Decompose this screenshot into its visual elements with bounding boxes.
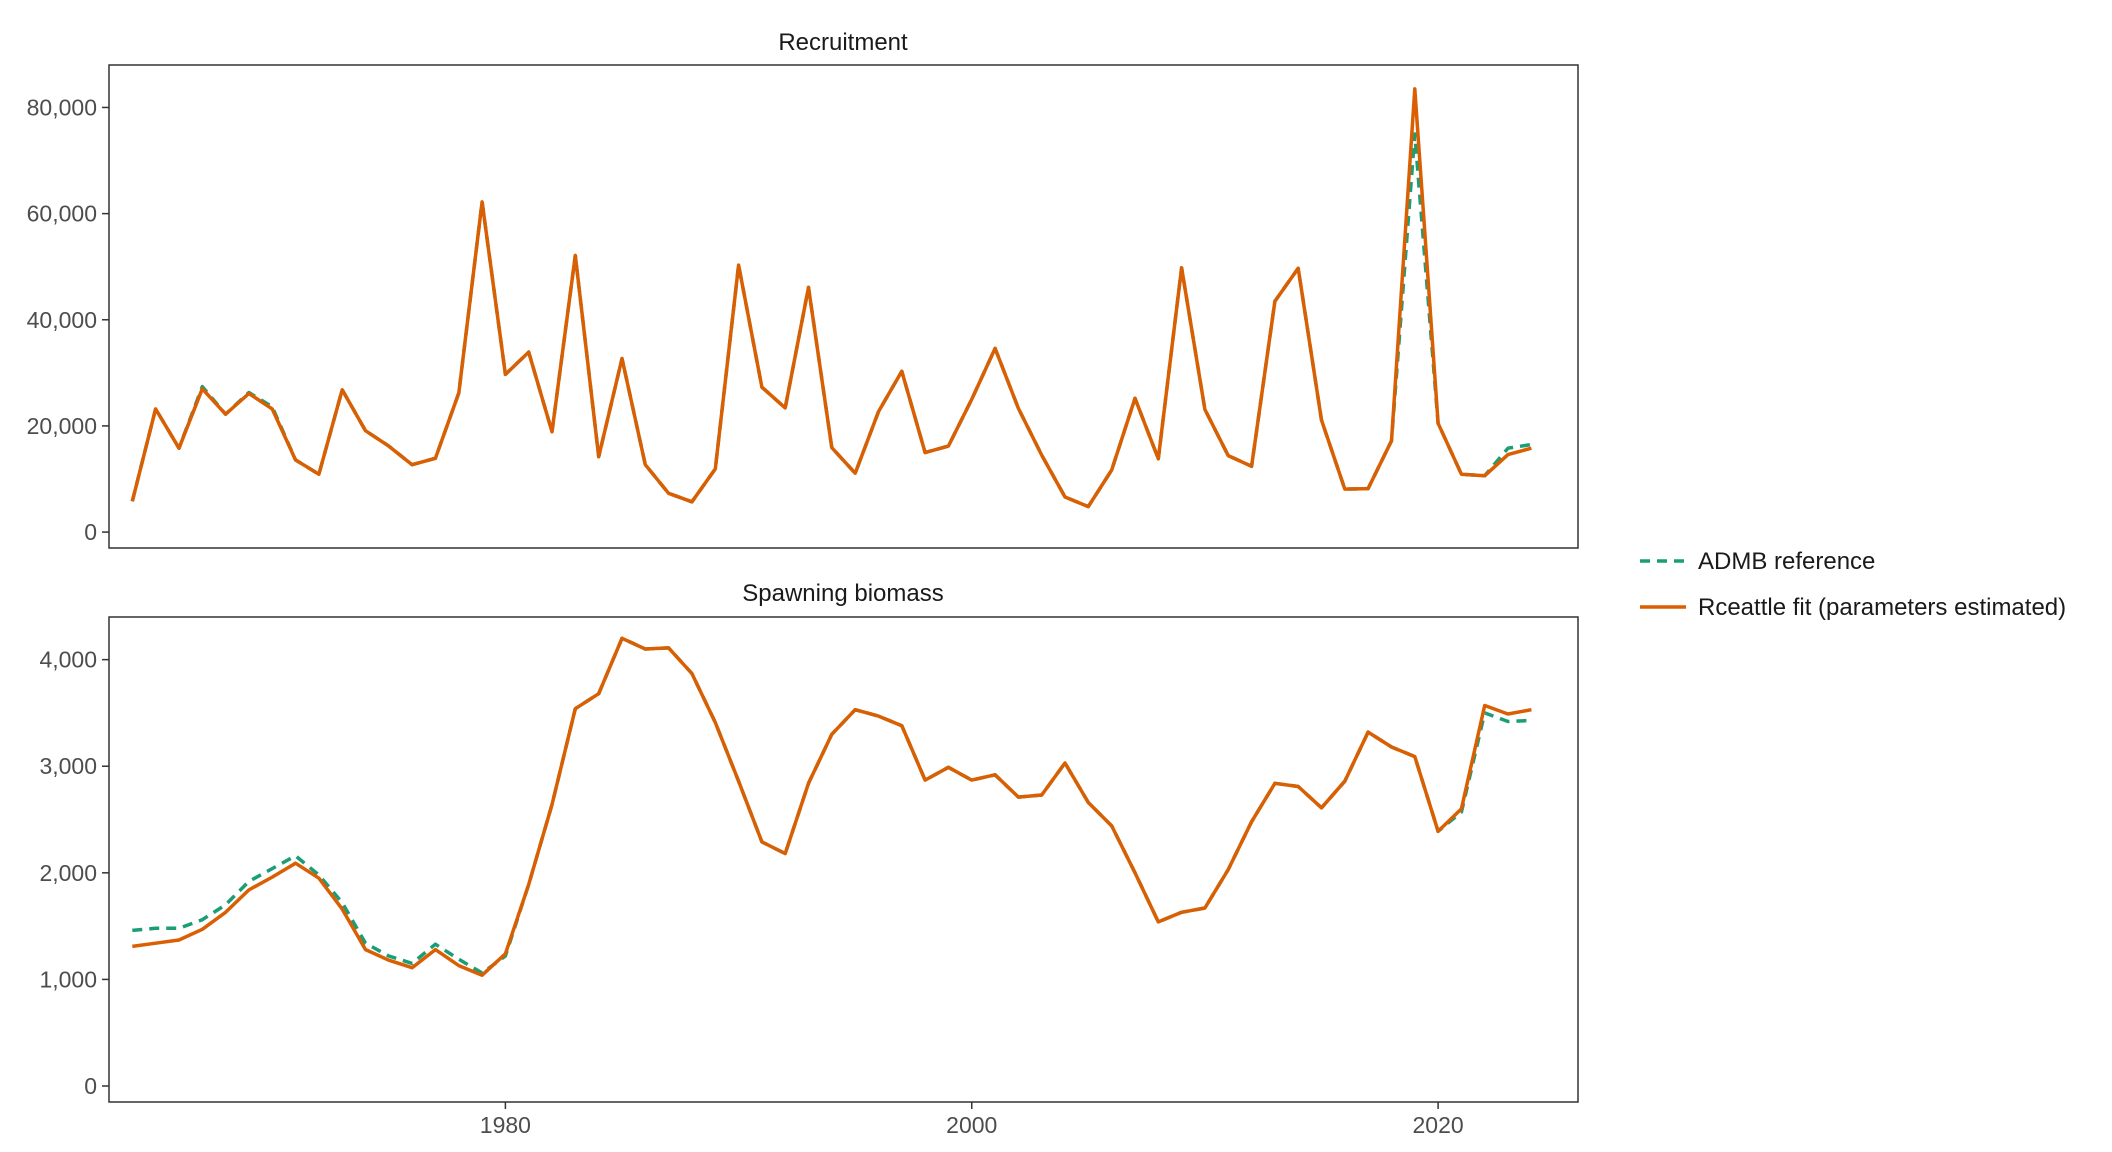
series-line-spawning-biomass-rceattle-fit bbox=[132, 636, 1532, 977]
legend-label-admb-reference: ADMB reference bbox=[1698, 548, 1875, 575]
legend: ADMB reference Rceattle fit (parameters … bbox=[1640, 548, 2066, 621]
y-axis-recruitment: 0 20,000 40,000 60,000 80,000 bbox=[27, 94, 109, 545]
panel-title-recruitment: Recruitment bbox=[778, 29, 908, 56]
y-tick-label-recruitment-2: 40,000 bbox=[27, 307, 97, 333]
panel-title-spawning-biomass: Spawning biomass bbox=[742, 580, 943, 607]
series-line-recruitment-rceattle-fit bbox=[130, 87, 1532, 509]
legend-label-rceattle-fit: Rceattle fit (parameters estimated) bbox=[1698, 594, 2066, 621]
y-tick-label-spawning-biomass-4: 4,000 bbox=[39, 647, 97, 673]
y-axis-spawning-biomass: 0 1,000 2,000 3,000 4,000 bbox=[39, 647, 109, 1099]
y-tick-label-recruitment-3: 60,000 bbox=[27, 201, 97, 227]
panel-recruitment: Recruitment 0 20,000 40,000 60,000 80,000 bbox=[27, 29, 1579, 549]
y-tick-label-recruitment-0: 0 bbox=[84, 519, 97, 545]
x-axis: 1980 2000 2020 bbox=[480, 1102, 1464, 1138]
x-tick-label-2: 2020 bbox=[1413, 1112, 1464, 1138]
y-tick-label-spawning-biomass-1: 1,000 bbox=[39, 966, 97, 992]
y-tick-label-recruitment-1: 20,000 bbox=[27, 413, 97, 439]
y-tick-label-spawning-biomass-0: 0 bbox=[84, 1073, 97, 1099]
x-tick-label-0: 1980 bbox=[480, 1112, 531, 1138]
y-tick-label-spawning-biomass-3: 3,000 bbox=[39, 753, 97, 779]
plot-area-spawning-biomass bbox=[108, 616, 1579, 1103]
y-tick-label-recruitment-4: 80,000 bbox=[27, 94, 97, 120]
series-lines-spawning-biomass bbox=[132, 636, 1532, 977]
x-tick-label-1: 2000 bbox=[946, 1112, 997, 1138]
series-lines-recruitment bbox=[130, 87, 1532, 509]
panel-spawning-biomass: Spawning biomass 0 1,000 2,000 3,000 4,000 1… bbox=[39, 580, 1579, 1138]
y-tick-label-spawning-biomass-2: 2,000 bbox=[39, 860, 97, 886]
plot-area-recruitment bbox=[108, 64, 1579, 549]
